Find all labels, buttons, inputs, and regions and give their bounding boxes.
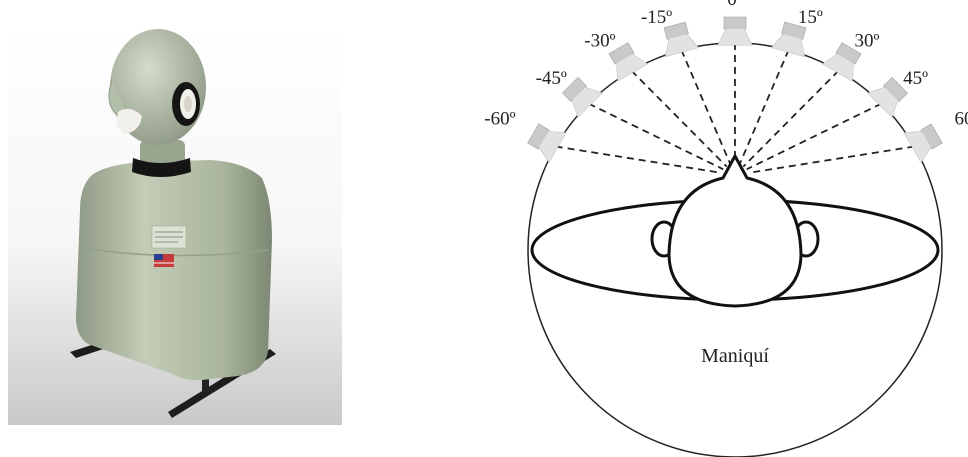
angle-label: 30º bbox=[855, 30, 880, 51]
angle-label: 0º bbox=[727, 0, 743, 10]
angle-ray bbox=[630, 70, 728, 168]
speaker-array bbox=[527, 16, 943, 163]
angle-ray bbox=[555, 145, 721, 174]
loudspeaker-icon bbox=[822, 42, 862, 82]
loudspeaker-icon bbox=[717, 16, 753, 46]
loudspeaker-icon bbox=[561, 76, 603, 118]
angle-label: -60º bbox=[484, 109, 515, 130]
head-top-view-icon bbox=[650, 154, 820, 308]
loudspeaker-icon bbox=[608, 42, 648, 82]
mannequin-photo bbox=[0, 0, 470, 457]
neck-collar bbox=[132, 158, 191, 177]
angle-label: -30º bbox=[584, 30, 615, 51]
angle-label: 45º bbox=[903, 68, 928, 89]
angle-diagram: -60º -45º -30º -15º 0º 15º 30º 45º 60º Maniquí bbox=[470, 0, 968, 457]
loudspeaker-icon bbox=[527, 123, 567, 163]
loudspeaker-icon bbox=[867, 76, 909, 118]
mannequin-caption: Maniquí bbox=[701, 345, 769, 367]
angle-ray bbox=[746, 102, 882, 171]
face-pad bbox=[116, 108, 142, 134]
angle-ray bbox=[749, 145, 915, 174]
angle-ray bbox=[742, 70, 840, 168]
loudspeaker-icon bbox=[903, 123, 943, 163]
angle-label: -15º bbox=[641, 7, 672, 28]
angle-label: -45º bbox=[536, 68, 567, 89]
angle-ray bbox=[680, 49, 732, 166]
angle-ray bbox=[738, 49, 790, 166]
angle-ray bbox=[588, 102, 724, 171]
angle-label: 15º bbox=[798, 7, 823, 28]
loudspeaker-icon bbox=[770, 21, 807, 57]
angle-labels: -60º -45º -30º -15º 0º 15º 30º 45º 60º bbox=[484, 0, 968, 130]
mannequin-torso bbox=[76, 160, 272, 381]
angle-label: 60º bbox=[955, 109, 968, 130]
angle-rays bbox=[555, 43, 915, 174]
loudspeaker-icon bbox=[663, 21, 700, 57]
